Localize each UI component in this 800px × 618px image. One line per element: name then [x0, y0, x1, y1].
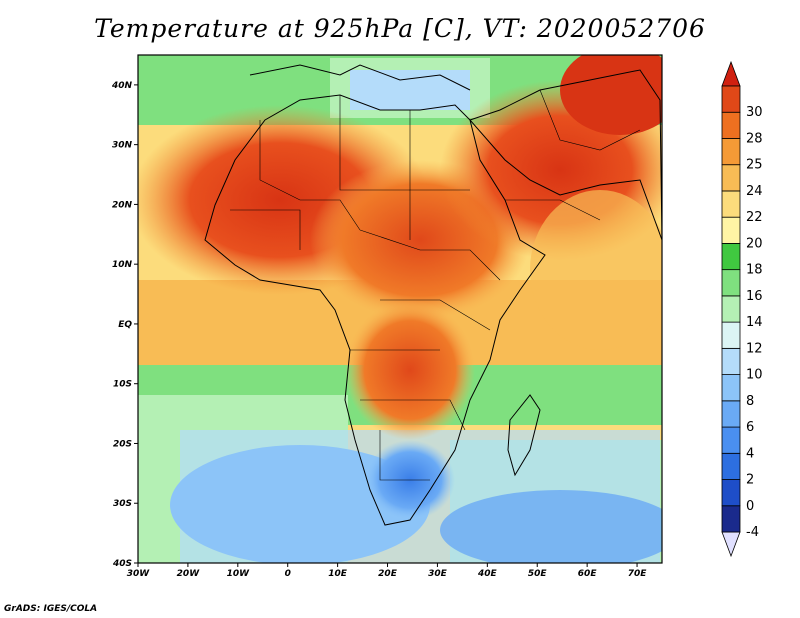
lon-tick-label: 20W — [177, 569, 201, 579]
colorbar-segment — [721, 452, 741, 480]
colorbar-label: 12 — [746, 341, 763, 356]
lat-tick-label: 30N — [112, 141, 133, 151]
colorbar-label: 8 — [746, 394, 754, 409]
colorbar-under-triangle — [721, 531, 741, 558]
colorbar-label: 25 — [746, 158, 763, 173]
lon-tick-label: 70E — [628, 569, 648, 579]
lon-tick-label: 10W — [227, 569, 251, 579]
temperature-field — [138, 55, 662, 563]
colorbar-segment — [721, 164, 741, 192]
colorbar-segment — [721, 138, 741, 166]
lon-tick-label: 10E — [328, 569, 348, 579]
lon-tick-label: 40E — [477, 569, 498, 579]
colorbar-label: 16 — [746, 289, 763, 304]
colorbar-segment — [721, 269, 741, 297]
colorbar-segment — [721, 295, 741, 323]
colorbar-segment — [721, 243, 741, 271]
lon-tick-label: 0 — [285, 569, 291, 579]
lat-tick-label: 30S — [113, 499, 132, 509]
lat-tick-label: EQ — [118, 320, 132, 330]
colorbar-segment — [721, 111, 741, 139]
colorbar-label: 30 — [746, 105, 763, 120]
colorbar-label: 20 — [746, 236, 763, 251]
colorbar-label: 24 — [746, 184, 763, 199]
lon-tick-label: 50E — [528, 569, 548, 579]
lat-tick-label: 40S — [112, 559, 132, 569]
colorbar-over-triangle — [721, 60, 741, 87]
colorbar-segment — [721, 505, 741, 533]
colorbar-label: 22 — [746, 210, 763, 225]
colorbar-segment — [721, 321, 741, 349]
latitude-axis: 40N 30N 20N 10N EQ 10S 20S 30S 40S — [111, 81, 138, 569]
colorbar-segment — [721, 190, 741, 218]
colorbar-label: 6 — [746, 420, 754, 435]
lat-tick-label: 40N — [111, 81, 133, 91]
country-borders — [230, 89, 641, 481]
colorbar-label: 28 — [746, 131, 763, 146]
colorbar-label: -4 — [746, 525, 759, 540]
lat-tick-label: 20S — [113, 439, 132, 449]
colorbar-segment — [721, 426, 741, 454]
colorbar-segment — [721, 347, 741, 375]
colorbar-label: 14 — [746, 315, 763, 330]
lon-tick-label: 60E — [578, 569, 598, 579]
colorbar-segment — [721, 479, 741, 507]
colorbar-label: 4 — [746, 446, 754, 461]
credit-text: GrADS: IGES/COLA — [4, 604, 98, 614]
lat-tick-label: 10N — [112, 260, 133, 270]
colorbar-label: 0 — [746, 499, 754, 514]
lon-tick-label: 20E — [378, 569, 398, 579]
lon-tick-label: 30W — [127, 569, 151, 579]
longitude-axis: 30W 20W 10W 0 10E 20E 30E 40E 50E 60E 70E — [127, 563, 647, 579]
colorbar-label: 18 — [746, 263, 763, 278]
lat-tick-label: 20N — [112, 200, 133, 210]
colorbar-segment — [721, 400, 741, 428]
colorbar-label: 10 — [746, 368, 763, 383]
colorbar-segment — [721, 374, 741, 402]
lat-tick-label: 10S — [113, 380, 132, 390]
lon-tick-label: 30E — [428, 569, 448, 579]
plot-frame — [137, 54, 663, 564]
map-title: Temperature at 925hPa [C], VT: 202005270… — [94, 14, 706, 43]
colorbar-label: 2 — [746, 473, 754, 488]
colorbar-segment — [721, 85, 741, 113]
colorbar-segment — [721, 216, 741, 244]
